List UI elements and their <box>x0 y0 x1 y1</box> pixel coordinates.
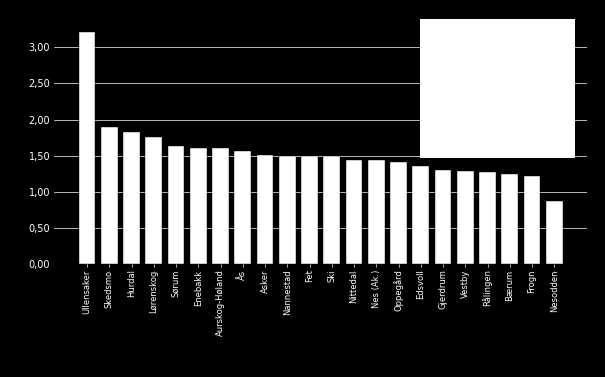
Bar <box>435 170 451 264</box>
Bar <box>413 167 429 264</box>
Bar <box>390 162 407 264</box>
Bar <box>145 137 162 264</box>
Bar <box>524 176 540 264</box>
Bar <box>234 150 251 264</box>
Bar <box>457 171 474 264</box>
Bar <box>279 156 296 264</box>
Bar <box>168 146 185 264</box>
Bar <box>212 148 229 264</box>
Bar <box>324 156 340 264</box>
Bar <box>479 172 496 264</box>
Bar <box>345 160 362 264</box>
Bar <box>502 175 518 264</box>
Bar <box>123 132 140 264</box>
Bar <box>368 160 385 264</box>
Bar <box>257 155 273 264</box>
Bar <box>301 156 318 264</box>
Bar <box>101 127 117 264</box>
Bar <box>546 201 563 264</box>
Bar <box>79 32 96 264</box>
Bar <box>190 148 206 264</box>
